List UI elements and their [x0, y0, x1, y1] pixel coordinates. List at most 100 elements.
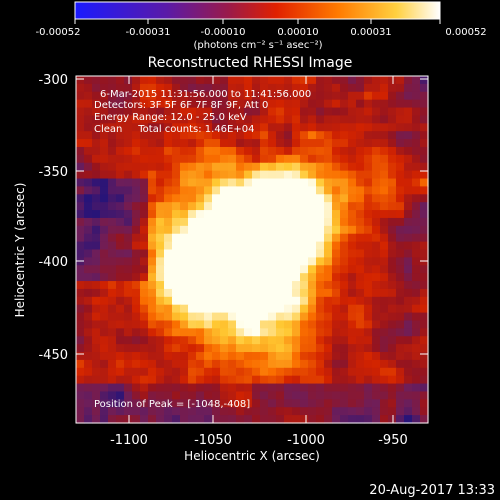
intensity-pixel	[396, 241, 405, 251]
intensity-pixel	[340, 115, 349, 124]
intensity-pixel	[196, 375, 205, 385]
intensity-pixel	[316, 288, 325, 298]
intensity-pixel	[348, 249, 357, 258]
intensity-pixel	[308, 131, 317, 140]
intensity-pixel	[172, 352, 181, 361]
intensity-pixel	[156, 91, 165, 101]
intensity-pixel	[412, 265, 421, 274]
intensity-pixel	[308, 265, 317, 274]
intensity-pixel	[284, 249, 293, 258]
intensity-pixel	[220, 202, 229, 211]
intensity-pixel	[92, 391, 101, 400]
intensity-pixel	[92, 288, 101, 298]
intensity-pixel	[92, 162, 101, 172]
intensity-pixel	[316, 241, 325, 251]
intensity-pixel	[212, 399, 221, 408]
intensity-pixel	[116, 115, 125, 124]
intensity-pixel	[220, 383, 229, 393]
intensity-pixel	[308, 194, 317, 203]
intensity-pixel	[132, 146, 141, 156]
intensity-pixel	[340, 146, 349, 156]
intensity-pixel	[148, 99, 157, 109]
intensity-pixel	[316, 367, 325, 377]
intensity-pixel	[132, 296, 141, 306]
intensity-pixel	[276, 304, 285, 314]
intensity-pixel	[252, 76, 261, 85]
intensity-pixel	[252, 344, 261, 353]
intensity-pixel	[180, 288, 189, 298]
intensity-pixel	[108, 131, 117, 140]
intensity-pixel	[324, 304, 333, 314]
intensity-pixel	[140, 241, 149, 251]
intensity-pixel	[196, 407, 205, 416]
intensity-pixel	[100, 76, 109, 85]
intensity-pixel	[236, 99, 245, 109]
intensity-pixel	[420, 194, 429, 203]
intensity-pixel	[172, 178, 181, 188]
intensity-pixel	[188, 210, 197, 219]
colorbar-unit-label: (photons cm⁻² s⁻¹ asec⁻²)	[193, 40, 322, 51]
intensity-pixel	[348, 257, 357, 266]
intensity-pixel	[180, 281, 189, 290]
intensity-pixel	[276, 336, 285, 345]
intensity-pixel	[212, 344, 221, 353]
intensity-pixel	[180, 162, 189, 172]
intensity-pixel	[220, 154, 229, 164]
intensity-pixel	[124, 115, 133, 124]
intensity-pixel	[92, 399, 101, 408]
intensity-pixel	[380, 83, 389, 93]
intensity-pixel	[348, 344, 357, 353]
intensity-pixel	[300, 131, 309, 140]
intensity-pixel	[300, 312, 309, 322]
intensity-pixel	[228, 217, 237, 227]
intensity-pixel	[404, 415, 413, 424]
intensity-pixel	[108, 154, 117, 164]
intensity-pixel	[140, 359, 149, 369]
intensity-pixel	[356, 407, 365, 416]
intensity-pixel	[324, 344, 333, 353]
intensity-pixel	[244, 146, 253, 156]
intensity-pixel	[116, 407, 125, 416]
intensity-pixel	[148, 359, 157, 369]
intensity-pixel	[292, 76, 301, 85]
intensity-pixel	[164, 391, 173, 400]
intensity-pixel	[204, 202, 213, 211]
intensity-pixel	[76, 76, 85, 85]
intensity-pixel	[308, 312, 317, 322]
intensity-pixel	[156, 99, 165, 109]
intensity-pixel	[308, 225, 317, 235]
intensity-pixel	[220, 367, 229, 377]
intensity-pixel	[228, 83, 237, 93]
intensity-pixel	[380, 399, 389, 408]
intensity-pixel	[372, 217, 381, 227]
intensity-pixel	[332, 399, 341, 408]
intensity-pixel	[300, 367, 309, 377]
intensity-pixel	[268, 399, 277, 408]
intensity-pixel	[100, 194, 109, 203]
intensity-pixel	[252, 107, 261, 117]
intensity-pixel	[204, 328, 213, 337]
intensity-pixel	[132, 194, 141, 203]
intensity-pixel	[116, 359, 125, 369]
intensity-pixel	[396, 288, 405, 298]
intensity-pixel	[180, 210, 189, 219]
intensity-pixel	[92, 139, 101, 148]
intensity-pixel	[244, 210, 253, 219]
intensity-pixel	[92, 99, 101, 109]
y-axis-label: Heliocentric Y (arcsec)	[13, 183, 27, 318]
intensity-pixel	[76, 91, 85, 101]
colorbar-tick-label: -0.00031	[126, 27, 171, 38]
intensity-pixel	[196, 359, 205, 369]
intensity-pixel	[220, 83, 229, 93]
intensity-pixel	[276, 257, 285, 266]
intensity-pixel	[212, 281, 221, 290]
intensity-pixel	[404, 217, 413, 227]
intensity-pixel	[332, 170, 341, 180]
intensity-pixel	[308, 359, 317, 369]
intensity-pixel	[188, 241, 197, 251]
intensity-pixel	[148, 107, 157, 117]
intensity-pixel	[380, 312, 389, 322]
intensity-pixel	[364, 123, 373, 132]
intensity-pixel	[124, 288, 133, 298]
intensity-pixel	[196, 399, 205, 408]
